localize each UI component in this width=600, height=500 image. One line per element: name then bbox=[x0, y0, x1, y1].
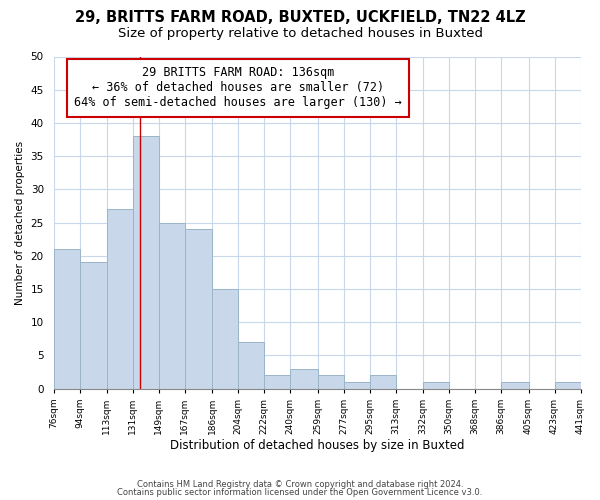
Bar bbox=[554, 382, 581, 388]
X-axis label: Distribution of detached houses by size in Buxted: Distribution of detached houses by size … bbox=[170, 440, 464, 452]
Text: Contains public sector information licensed under the Open Government Licence v3: Contains public sector information licen… bbox=[118, 488, 482, 497]
Bar bbox=[185, 229, 212, 388]
Bar bbox=[133, 136, 159, 388]
Bar bbox=[370, 376, 395, 388]
Text: Size of property relative to detached houses in Buxted: Size of property relative to detached ho… bbox=[118, 28, 482, 40]
Bar bbox=[159, 222, 185, 388]
Bar bbox=[238, 342, 265, 388]
Text: 29 BRITTS FARM ROAD: 136sqm
← 36% of detached houses are smaller (72)
64% of sem: 29 BRITTS FARM ROAD: 136sqm ← 36% of det… bbox=[74, 66, 402, 110]
Text: Contains HM Land Registry data © Crown copyright and database right 2024.: Contains HM Land Registry data © Crown c… bbox=[137, 480, 463, 489]
Text: 29, BRITTS FARM ROAD, BUXTED, UCKFIELD, TN22 4LZ: 29, BRITTS FARM ROAD, BUXTED, UCKFIELD, … bbox=[74, 10, 526, 25]
Y-axis label: Number of detached properties: Number of detached properties bbox=[15, 140, 25, 304]
Bar bbox=[344, 382, 370, 388]
Bar bbox=[265, 376, 290, 388]
Bar bbox=[80, 262, 107, 388]
Bar bbox=[212, 289, 238, 388]
Bar bbox=[107, 209, 133, 388]
Bar bbox=[290, 368, 318, 388]
Bar bbox=[53, 249, 80, 388]
Bar bbox=[501, 382, 529, 388]
Bar bbox=[318, 376, 344, 388]
Bar bbox=[423, 382, 449, 388]
